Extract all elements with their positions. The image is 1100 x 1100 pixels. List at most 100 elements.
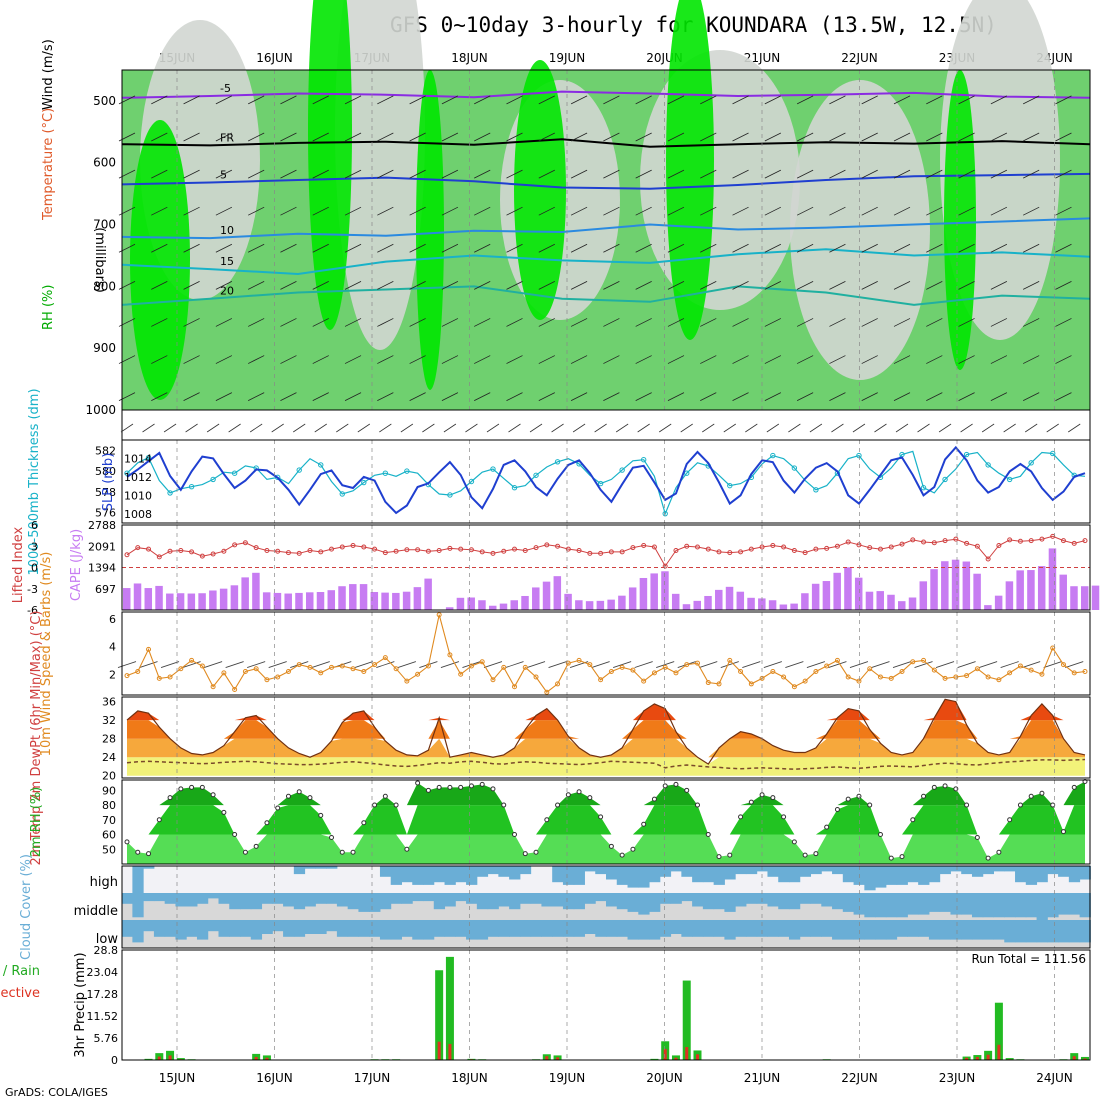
cloud-bar [433, 893, 446, 910]
wind-barb [1043, 661, 1062, 668]
wind-barb [764, 95, 782, 105]
series-marker [554, 459, 561, 465]
wind-barb [538, 169, 555, 179]
wind-barb [570, 318, 588, 327]
wind-marker [888, 675, 894, 681]
rh-contour-region [130, 120, 190, 400]
wind-barb [183, 318, 200, 327]
wind-marker [264, 677, 270, 683]
wind-barb [635, 169, 652, 179]
wind-barb [538, 355, 555, 364]
wind-marker [146, 646, 152, 652]
y-axis-label: 10m Wind Speed & Barbs (m/s) [39, 552, 54, 757]
cape-bar [176, 593, 185, 610]
li-marker [974, 543, 980, 549]
wind-barb [829, 95, 846, 105]
li-marker [727, 550, 733, 556]
y-tick-label: 3 [31, 540, 38, 553]
cloud-bar [143, 920, 155, 932]
cape-bar [984, 605, 992, 610]
precip-total-bar [1005, 1058, 1014, 1060]
cloud-bar [627, 893, 639, 912]
wind-barb [635, 95, 652, 105]
wind-barb [377, 318, 394, 327]
panel-frame [121, 779, 1091, 865]
y-tick-label: 6 [31, 519, 38, 532]
wind-barb [572, 423, 586, 433]
cloud-bar [412, 866, 424, 885]
cloud-bar [347, 893, 359, 910]
cloud-bar [347, 920, 359, 937]
wind-barb [247, 169, 265, 179]
wind-marker [705, 680, 711, 686]
cloud-bar [164, 893, 176, 904]
wind-barb [680, 423, 693, 433]
cloud-bar [971, 893, 984, 918]
wind-barb [215, 132, 233, 142]
li-marker [942, 538, 948, 544]
li-marker [867, 545, 873, 551]
cape-bar [704, 595, 712, 610]
cloud-bar [336, 893, 349, 907]
cloud-bar [907, 893, 919, 915]
y-tick-label: 697 [95, 583, 116, 596]
wind-barb [377, 281, 394, 290]
rh-marker [307, 795, 313, 801]
li-marker [716, 549, 722, 555]
cloud-bar [1036, 920, 1048, 943]
cloud-bar [304, 866, 316, 869]
wind-barb [635, 281, 652, 290]
li-marker [275, 548, 281, 554]
cloud-bar [627, 920, 639, 940]
y-tick-label: 60 [102, 829, 116, 842]
wind-barb [990, 132, 1008, 142]
wind-barb [700, 355, 717, 364]
cape-bar [252, 572, 260, 610]
wind-barb [926, 355, 943, 364]
wind-barb [594, 423, 607, 433]
rh-marker [512, 832, 518, 838]
wind-barb [732, 318, 749, 327]
wind-barb [871, 661, 890, 668]
cloud-bar [272, 920, 284, 932]
li-marker [770, 543, 776, 549]
wind-barb [215, 355, 233, 364]
wind-barb [1023, 281, 1040, 290]
wind-barb [397, 661, 416, 668]
cloud-bar [401, 866, 413, 883]
cloud-bar [616, 866, 629, 885]
wind-barb [268, 661, 287, 668]
li-marker [996, 543, 1002, 549]
cape-bar [488, 605, 497, 610]
li-marker [210, 551, 216, 557]
cloud-bar [1015, 866, 1027, 883]
li-marker [178, 548, 184, 553]
wind-barb [990, 169, 1008, 179]
wind-barb [893, 169, 911, 179]
wind-barb [796, 281, 814, 290]
wind-barb [151, 169, 168, 179]
wind-barb [377, 355, 394, 364]
cloud-bar [293, 866, 306, 875]
cloud-bar [724, 866, 736, 880]
wind-barb [548, 661, 567, 668]
wind-marker [156, 675, 162, 681]
cape-bar [187, 593, 196, 610]
cloud-bar [562, 866, 575, 885]
cloud-bar [175, 893, 187, 907]
cloud-bar [326, 920, 338, 932]
cape-bar [370, 592, 379, 610]
cloud-bar [487, 920, 499, 937]
wind-barb [441, 318, 459, 327]
cloud-bar [918, 893, 930, 915]
wind-barb [990, 355, 1008, 364]
wind-barb [344, 355, 362, 364]
y-tick-label: 900 [93, 341, 116, 355]
cloud-bar [799, 920, 812, 937]
wind-barb [893, 318, 911, 327]
y-tick-label: 80 [102, 799, 116, 812]
wind-barb [409, 95, 426, 105]
rh-marker [985, 855, 991, 861]
wind-barb [958, 355, 975, 364]
